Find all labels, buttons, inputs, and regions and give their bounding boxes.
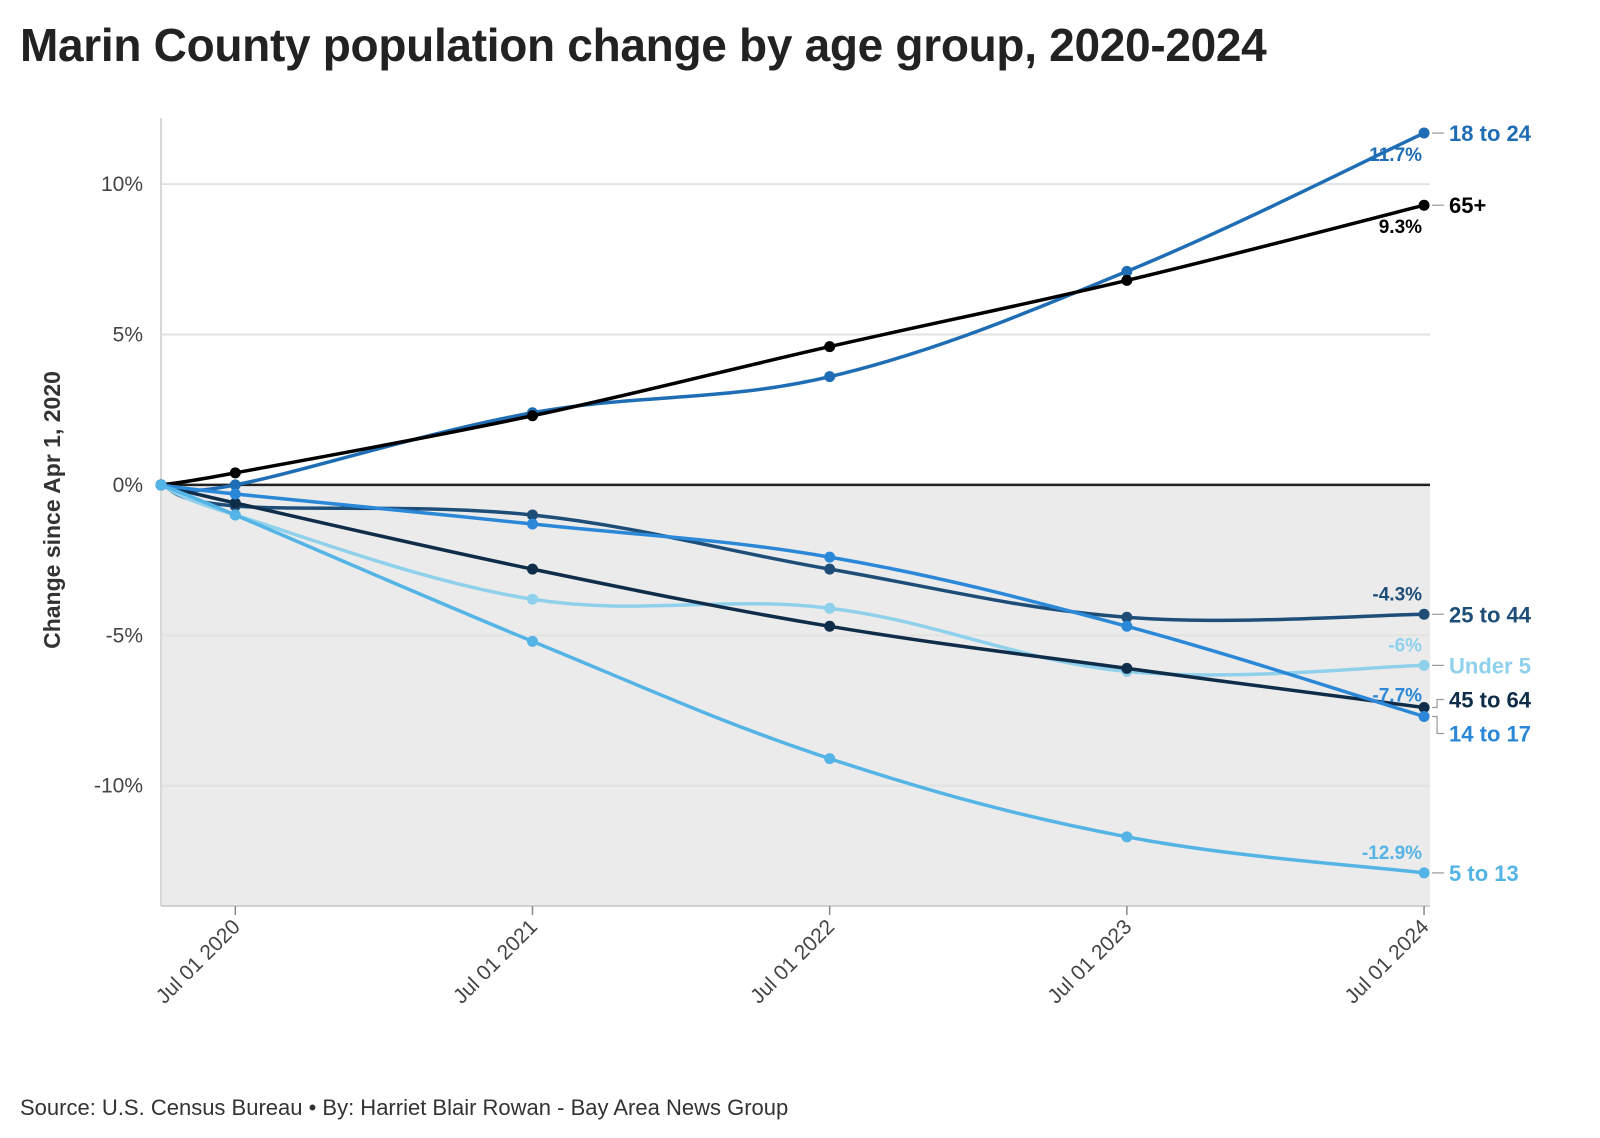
series-label-14-to-17: 14 to 17 <box>1449 722 1531 747</box>
label-layer: 18 to 24 11.7% 65+ 9.3% 25 to 44 -4.3% Under 5… <box>1362 121 1532 886</box>
series-line-25-to-44 <box>159 483 1426 623</box>
x-tick-label: Jul 01 2023 <box>1043 915 1136 1008</box>
series-label-25-to-44: 25 to 44 <box>1449 602 1532 627</box>
data-point-14-to-17 <box>1418 711 1430 723</box>
series-line-under-5 <box>159 483 1426 677</box>
series-label-65: 65+ <box>1449 193 1486 218</box>
data-point-14-to-17 <box>526 518 538 530</box>
data-point-45-to-64 <box>526 563 538 575</box>
series-label-45-to-64: 45 to 64 <box>1449 687 1532 712</box>
value-label-14-to-17: -7.7% <box>1372 686 1422 707</box>
data-point-5-to-13 <box>1121 831 1133 843</box>
series-label-5-to-13: 5 to 13 <box>1449 861 1519 886</box>
data-point-18-to-24 <box>824 371 836 383</box>
data-point-5-to-13 <box>1418 867 1430 879</box>
series-line-45-to-64 <box>159 483 1426 710</box>
data-point-45-to-64 <box>1121 662 1133 674</box>
data-point-under-5 <box>1418 659 1430 671</box>
x-axis-ticks: Jul 01 2020 Jul 01 2021 Jul 01 2022 Jul 01 … <box>152 906 1434 1008</box>
series-line-65 <box>159 203 1426 487</box>
y-tick-label: 0% <box>113 474 143 497</box>
negative-region-shading <box>161 484 1430 906</box>
chart-title: Marin County population change by age gr… <box>20 19 1267 71</box>
y-axis-label: Change since Apr 1, 2020 <box>39 371 65 649</box>
value-label-25-to-44: -4.3% <box>1372 584 1422 605</box>
data-point-65 <box>229 467 241 479</box>
y-tick-label: 10% <box>101 173 143 196</box>
data-point-5-to-13 <box>229 509 241 521</box>
x-tick-label: Jul 01 2022 <box>746 915 839 1008</box>
data-point-25-to-44 <box>1418 608 1430 620</box>
data-point-5-to-13 <box>824 753 836 765</box>
series-label-18-to-24: 18 to 24 <box>1449 121 1532 146</box>
source-note: Source: U.S. Census Bureau • By: Harriet… <box>20 1095 789 1120</box>
data-point-18-to-24 <box>1418 127 1430 139</box>
y-tick-label: -10% <box>94 775 143 798</box>
x-tick-label: Jul 01 2024 <box>1341 915 1434 1008</box>
series-line-14-to-17 <box>159 483 1426 719</box>
data-point-65 <box>1121 274 1133 286</box>
data-point-18-to-24 <box>1121 265 1133 277</box>
data-point-under-5 <box>526 593 538 605</box>
data-point-14-to-17 <box>229 488 241 500</box>
y-tick-label: -5% <box>106 624 143 647</box>
data-point-65 <box>1418 199 1430 211</box>
data-point-65 <box>526 410 538 422</box>
data-point-45-to-64 <box>824 620 836 632</box>
value-label-65: 9.3% <box>1379 217 1422 238</box>
data-point-14-to-17 <box>1121 620 1133 632</box>
data-point-25-to-44 <box>824 563 836 575</box>
data-point-14-to-17 <box>824 551 836 563</box>
value-label-18-to-24: 11.7% <box>1369 145 1422 166</box>
leader-line-14-to-17 <box>1432 715 1445 735</box>
data-point-5-to-13 <box>526 635 538 647</box>
grid-lines <box>161 183 1430 787</box>
data-point-18-to-24 <box>229 479 241 491</box>
data-point-25-to-44 <box>1121 611 1133 623</box>
series-line-18-to-24 <box>159 131 1426 493</box>
y-tick-label: 5% <box>113 324 143 347</box>
x-tick-label: Jul 01 2020 <box>152 915 245 1008</box>
data-point-45-to-64 <box>229 497 241 509</box>
x-tick-label: Jul 01 2021 <box>449 915 542 1008</box>
data-point-65 <box>824 341 836 353</box>
series-line-5-to-13 <box>159 483 1426 875</box>
data-point-45-to-64 <box>1418 701 1430 713</box>
value-label-under-5: -6% <box>1388 635 1422 656</box>
value-label-5-to-13: -12.9% <box>1362 843 1422 864</box>
data-point-25-to-44 <box>526 509 538 521</box>
leader-line-45-to-64 <box>1432 698 1445 709</box>
series-label-under-5: Under 5 <box>1449 653 1531 678</box>
data-point-5-to-13 <box>155 479 167 491</box>
data-point-under-5 <box>824 602 836 614</box>
y-axis-ticks: 10% 5% 0% -5% -10% <box>94 173 143 798</box>
series-layer <box>155 127 1430 879</box>
